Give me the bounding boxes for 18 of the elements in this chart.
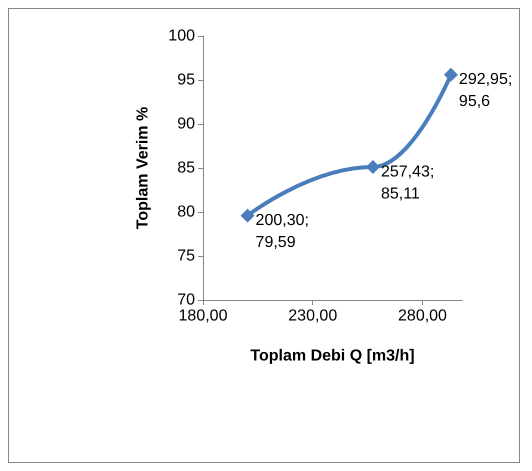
- y-tick-label: 100: [168, 28, 196, 44]
- x-tick-label: 180,00: [178, 308, 228, 324]
- point: [366, 160, 380, 174]
- y-tick-label: 95: [177, 72, 196, 88]
- x-tick-label: 280,00: [398, 308, 448, 324]
- data-label: 257,43; 85,11: [380, 164, 434, 203]
- y-tick-label: 90: [177, 116, 196, 132]
- point: [444, 68, 458, 82]
- data-label: 200,30; 79,59: [256, 212, 309, 252]
- y-tick-label: 75: [177, 248, 196, 264]
- x-axis-title: Toplam Debi Q [m3/h]: [250, 348, 415, 364]
- point: [240, 208, 255, 223]
- y-tick-label: 80: [177, 204, 196, 220]
- y-axis-title: Toplam Verim %: [134, 106, 152, 230]
- y-tick-label: 85: [177, 160, 196, 176]
- data-label: 292,95; 95,6: [458, 71, 512, 110]
- y-tick-label: 70: [177, 292, 196, 308]
- x-tick-label: 230,00: [288, 308, 338, 324]
